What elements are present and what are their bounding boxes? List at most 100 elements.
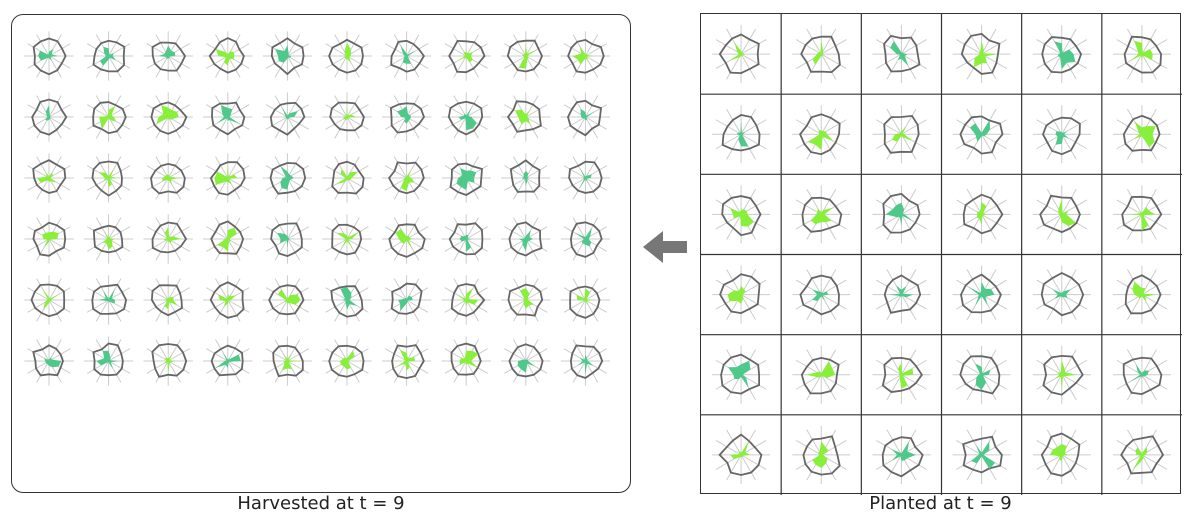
planted-glyph — [792, 105, 851, 164]
harvested-glyph — [322, 153, 372, 203]
planted-caption: Planted at t = 9 — [869, 493, 1012, 514]
harvested-glyph — [441, 31, 491, 81]
harvested-glyph — [203, 336, 253, 386]
planted-glyph-grid — [701, 14, 1182, 495]
harvested-glyph — [143, 92, 193, 142]
planted-glyph — [1112, 265, 1171, 324]
harvested-glyph — [501, 31, 551, 81]
harvested-glyph — [501, 275, 551, 325]
planted-glyph — [712, 105, 771, 164]
planted-glyph — [1032, 345, 1091, 404]
harvested-glyph — [83, 336, 134, 386]
harvested-glyph — [143, 275, 193, 325]
harvested-glyph — [560, 153, 611, 203]
planted-glyph — [872, 425, 931, 484]
harvested-glyph — [83, 214, 134, 264]
harvested-glyph — [322, 336, 372, 386]
planted-glyph — [1112, 105, 1171, 164]
planted-glyph — [712, 345, 771, 404]
harvested-glyph — [83, 153, 134, 203]
planted-glyph — [792, 345, 851, 404]
harvested-glyph — [501, 153, 551, 203]
harvested-glyph — [322, 92, 372, 142]
harvested-glyph — [143, 153, 193, 203]
planted-glyph — [1112, 345, 1171, 404]
harvested-glyph — [143, 31, 193, 81]
harvested-glyph — [262, 31, 313, 81]
planted-glyph — [712, 25, 771, 84]
harvested-glyph — [24, 214, 74, 264]
harvested-glyph — [262, 336, 313, 386]
harvested-glyph — [381, 336, 432, 386]
harvested-panel — [11, 14, 631, 493]
harvested-glyph — [560, 275, 611, 325]
planted-glyph — [872, 185, 931, 244]
planted-grid — [700, 13, 1182, 495]
harvested-glyph — [24, 31, 74, 81]
harvested-glyph — [24, 92, 74, 142]
harvested-glyph — [322, 31, 372, 81]
planted-glyph — [712, 185, 771, 244]
planted-glyph — [712, 425, 771, 484]
harvested-glyph — [381, 275, 432, 325]
harvested-glyph — [381, 92, 432, 142]
harvested-glyph — [143, 336, 193, 386]
harvested-glyph — [381, 31, 432, 81]
harvested-glyph — [441, 92, 491, 142]
planted-glyph — [872, 25, 931, 84]
planted-glyph — [792, 25, 851, 84]
harvested-glyph — [441, 214, 491, 264]
harvested-glyph — [441, 275, 491, 325]
harvested-glyph — [322, 275, 372, 325]
harvested-glyph — [143, 214, 193, 264]
harvested-caption: Harvested at t = 9 — [237, 493, 405, 514]
planted-glyph — [872, 105, 931, 164]
harvested-glyph — [24, 336, 74, 386]
planted-glyph — [1112, 185, 1171, 244]
harvested-glyph — [262, 92, 313, 142]
harvested-glyph — [381, 214, 432, 264]
planted-glyph — [1032, 265, 1091, 324]
harvested-glyph — [203, 214, 253, 264]
planted-glyph — [712, 265, 771, 324]
harvested-glyph-grid — [24, 31, 611, 386]
harvested-glyph — [203, 275, 253, 325]
planted-glyph — [952, 185, 1011, 244]
planted-glyph — [1112, 425, 1171, 484]
harvested-glyph — [322, 214, 372, 264]
harvested-glyph — [501, 92, 551, 142]
planted-glyph — [1032, 185, 1091, 244]
planted-glyph — [952, 345, 1011, 404]
harvested-glyph — [203, 92, 253, 142]
planted-glyph — [952, 265, 1011, 324]
harvested-glyph — [24, 153, 74, 203]
harvested-glyph — [560, 31, 611, 81]
planted-glyph — [952, 105, 1011, 164]
harvested-glyph — [501, 214, 551, 264]
harvested-glyph — [441, 336, 491, 386]
planted-glyph — [1032, 25, 1091, 84]
harvested-glyph — [262, 275, 313, 325]
harvested-glyph — [262, 153, 313, 203]
harvested-glyph — [560, 214, 611, 264]
harvested-glyph — [203, 153, 253, 203]
harvested-glyph — [24, 275, 74, 325]
harvested-glyph — [83, 31, 134, 81]
harvested-glyph — [501, 336, 551, 386]
planted-glyph — [872, 265, 931, 324]
planted-glyph — [1112, 25, 1171, 84]
harvested-glyph — [441, 153, 491, 203]
harvested-glyph — [203, 31, 253, 81]
planted-glyph — [792, 185, 851, 244]
harvested-glyph — [381, 153, 432, 203]
harvested-glyph — [560, 92, 611, 142]
planted-glyph — [952, 25, 1011, 84]
harvested-glyph — [262, 214, 313, 264]
harvested-glyph — [83, 92, 134, 142]
planted-glyph — [952, 425, 1011, 484]
planted-glyph — [1032, 425, 1091, 484]
harvested-glyph — [83, 275, 134, 325]
planted-glyph — [872, 345, 931, 404]
planted-glyph — [792, 265, 851, 324]
left-arrow-icon — [641, 227, 689, 271]
